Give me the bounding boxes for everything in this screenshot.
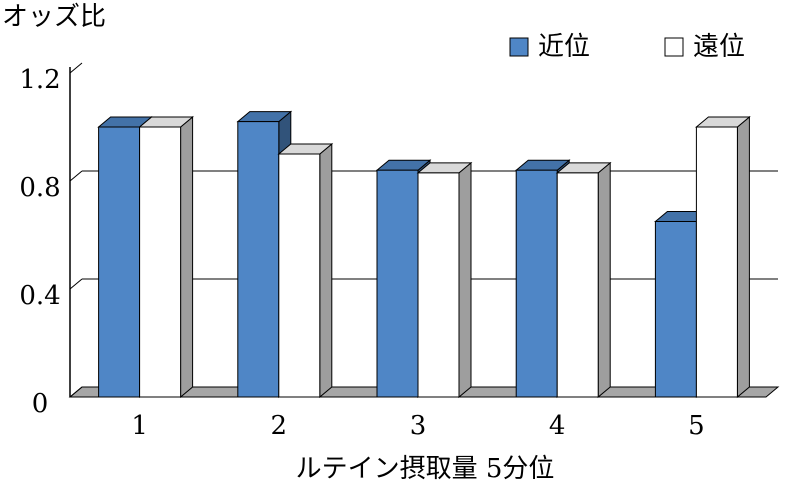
tick-mark [69, 386, 83, 398]
x-tick-label: 2 [271, 411, 288, 441]
y-axis-title: オッズ比 [2, 2, 106, 32]
bar [237, 121, 280, 398]
tick-mark [69, 62, 83, 74]
bar [139, 126, 182, 398]
bar [695, 126, 738, 398]
tick-mark [69, 170, 83, 182]
legend-swatch [509, 37, 529, 57]
bar-top-shade [98, 117, 152, 127]
bar-top-shade [237, 111, 291, 122]
x-tick-label: 5 [688, 411, 705, 441]
x-tick-label: 4 [549, 411, 566, 441]
legend-label: 遠位 [693, 32, 745, 62]
x-tick-label: 3 [410, 411, 427, 441]
legend-swatch [664, 37, 684, 57]
bar [515, 169, 558, 398]
x-axis-title: ルテイン摂取量 5分位 [296, 454, 555, 484]
y-tick-label: 0.4 [19, 281, 60, 311]
bar-top-shade [139, 117, 193, 127]
y-tick-label: 0 [32, 389, 49, 419]
bar-top-shade [557, 162, 611, 173]
y-tick-label: 0.8 [19, 173, 60, 203]
tick-mark [69, 278, 83, 290]
bar [376, 169, 419, 398]
bar [98, 126, 141, 398]
x-tick-label: 1 [131, 411, 148, 441]
bar-top-shade [377, 160, 430, 171]
y-tick-label: 1.2 [19, 65, 60, 95]
bar [278, 153, 321, 398]
bar-top-shade [418, 162, 471, 173]
bar-top-shade [516, 160, 570, 171]
bar-top-shade [278, 144, 332, 154]
bar-side-shade [737, 117, 750, 397]
legend-label: 近位 [538, 32, 590, 62]
bar-side-shade [319, 144, 332, 397]
bar-side-shade [180, 117, 193, 397]
bar [556, 172, 599, 398]
bar-top-shade [655, 211, 709, 222]
bar-side-shade [598, 162, 611, 397]
bar [654, 221, 697, 398]
bar-side-shade [459, 162, 471, 397]
bar [417, 172, 460, 398]
bar-top-shade [696, 117, 750, 127]
